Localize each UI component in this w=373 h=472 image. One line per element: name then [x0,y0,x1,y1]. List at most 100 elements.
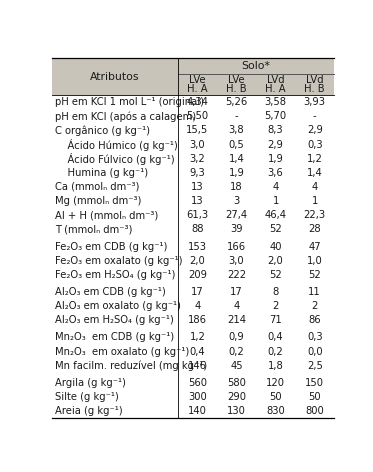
Text: Mn₂O₃  em CDB (g kg⁻¹): Mn₂O₃ em CDB (g kg⁻¹) [55,332,175,343]
Text: 0,9: 0,9 [229,332,244,343]
Text: 1,2: 1,2 [189,332,205,343]
Text: 140: 140 [188,406,207,416]
Text: 2: 2 [311,301,318,311]
Text: 45: 45 [230,361,243,371]
Text: LVd: LVd [267,75,284,84]
Text: 52: 52 [269,224,282,234]
Text: Fe₂O₃ em oxalato (g kg⁻¹): Fe₂O₃ em oxalato (g kg⁻¹) [55,256,183,266]
Text: 17: 17 [191,287,204,297]
Text: 153: 153 [188,242,207,252]
Text: Fe₂O₃ em CDB (g kg⁻¹): Fe₂O₃ em CDB (g kg⁻¹) [55,242,167,252]
Text: pH em KCl (após a calagem): pH em KCl (após a calagem) [55,111,197,122]
Text: 61,3: 61,3 [186,210,209,220]
Text: 3,93: 3,93 [304,97,326,107]
Text: Atributos: Atributos [90,72,140,82]
Text: 3,2: 3,2 [189,154,205,164]
Text: 13: 13 [191,182,204,192]
Text: 4: 4 [272,182,279,192]
Text: Mn facilm. reduzível (mg kg⁻¹): Mn facilm. reduzível (mg kg⁻¹) [55,361,207,371]
Text: 5,70: 5,70 [264,111,287,121]
Text: H. B: H. B [304,84,325,94]
Text: 39: 39 [230,224,243,234]
Text: 50: 50 [269,392,282,402]
Text: 71: 71 [269,315,282,325]
Text: Al + H (mmolₙ dm⁻³): Al + H (mmolₙ dm⁻³) [55,210,159,220]
Text: 40: 40 [269,242,282,252]
Text: 146: 146 [188,361,207,371]
Text: Mn₂O₃  em oxalato (g kg⁻¹): Mn₂O₃ em oxalato (g kg⁻¹) [55,346,189,357]
Text: 22,3: 22,3 [304,210,326,220]
Text: 1,9: 1,9 [268,154,283,164]
Text: 3,58: 3,58 [264,97,286,107]
Text: Areia (g kg⁻¹): Areia (g kg⁻¹) [55,406,123,416]
Text: 214: 214 [227,315,246,325]
Text: 1,2: 1,2 [307,154,323,164]
Text: Ácido Húmico (g kg⁻¹): Ácido Húmico (g kg⁻¹) [55,139,178,151]
Text: 5,26: 5,26 [225,97,248,107]
Text: 2,0: 2,0 [268,256,283,266]
Text: LVd: LVd [306,75,323,84]
Text: 209: 209 [188,270,207,280]
Text: 0,5: 0,5 [229,140,244,150]
Text: 15,5: 15,5 [186,126,209,135]
Text: 1,8: 1,8 [268,361,283,371]
Text: LVe: LVe [189,75,206,84]
Text: 186: 186 [188,315,207,325]
Text: 52: 52 [269,270,282,280]
Text: 560: 560 [188,378,207,388]
Text: 1: 1 [272,196,279,206]
Text: Mg (mmolₙ dm⁻³): Mg (mmolₙ dm⁻³) [55,196,142,206]
Text: 4,34: 4,34 [186,97,208,107]
Text: T (mmolₙ dm⁻³): T (mmolₙ dm⁻³) [55,224,133,234]
Text: 1: 1 [311,196,318,206]
Text: 2: 2 [272,301,279,311]
Text: Ácido Fúlvico (g kg⁻¹): Ácido Fúlvico (g kg⁻¹) [55,153,175,165]
Text: 120: 120 [266,378,285,388]
Text: Fe₂O₃ em H₂SO₄ (g kg⁻¹): Fe₂O₃ em H₂SO₄ (g kg⁻¹) [55,270,176,280]
Text: 3,0: 3,0 [229,256,244,266]
Text: 9,3: 9,3 [189,168,205,178]
Text: 1,4: 1,4 [307,168,323,178]
Text: 1,4: 1,4 [229,154,244,164]
Text: Al₂O₃ em CDB (g kg⁻¹): Al₂O₃ em CDB (g kg⁻¹) [55,287,166,297]
Text: 4: 4 [233,301,239,311]
Text: 0,0: 0,0 [307,346,323,357]
Text: 2,0: 2,0 [189,256,205,266]
Text: 18: 18 [230,182,243,192]
Text: 3: 3 [233,196,239,206]
Text: H. A: H. A [265,84,286,94]
Text: 3,6: 3,6 [268,168,283,178]
Text: 2,9: 2,9 [307,126,323,135]
Text: -: - [313,111,317,121]
Text: -: - [235,111,238,121]
Text: 0,3: 0,3 [307,332,323,343]
Text: 0,3: 0,3 [307,140,323,150]
Text: 88: 88 [191,224,204,234]
Text: 0,4: 0,4 [189,346,205,357]
Text: 3,0: 3,0 [189,140,205,150]
Bar [52,59,334,95]
Text: 50: 50 [308,392,321,402]
Text: 8,3: 8,3 [268,126,283,135]
Text: 830: 830 [266,406,285,416]
Text: Humina (g kg⁻¹): Humina (g kg⁻¹) [55,168,148,178]
Text: 47: 47 [308,242,321,252]
Text: 580: 580 [227,378,246,388]
Text: 2,5: 2,5 [307,361,323,371]
Text: 28: 28 [308,224,321,234]
Text: H. B: H. B [226,84,247,94]
Text: pH em KCl 1 mol L⁻¹ (original): pH em KCl 1 mol L⁻¹ (original) [55,97,204,107]
Text: 86: 86 [308,315,321,325]
Text: 17: 17 [230,287,243,297]
Text: 46,4: 46,4 [264,210,286,220]
Text: LVe: LVe [228,75,245,84]
Text: Al₂O₃ em oxalato (g kg⁻¹): Al₂O₃ em oxalato (g kg⁻¹) [55,301,181,311]
Text: 0,2: 0,2 [229,346,244,357]
Text: C orgânico (g kg⁻¹): C orgânico (g kg⁻¹) [55,125,150,136]
Text: 300: 300 [188,392,207,402]
Text: 5,50: 5,50 [186,111,209,121]
Text: Solo*: Solo* [242,61,270,71]
Text: H. A: H. A [187,84,208,94]
Text: 222: 222 [227,270,246,280]
Text: 3,8: 3,8 [229,126,244,135]
